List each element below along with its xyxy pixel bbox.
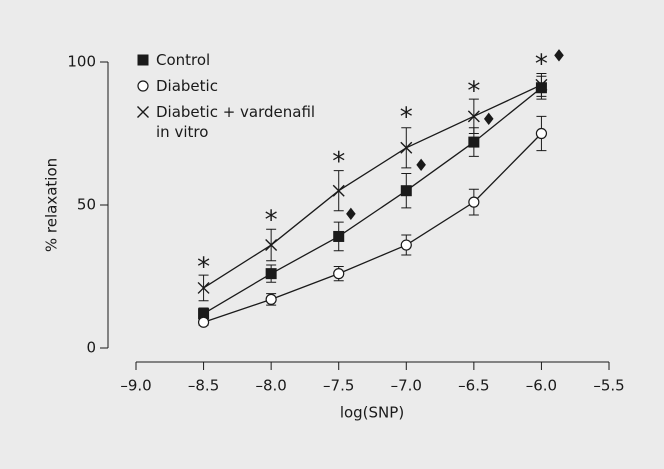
marker — [265, 293, 277, 305]
marker — [400, 185, 412, 197]
marker — [332, 184, 345, 197]
x-tick-label: –6.5 — [458, 377, 489, 395]
x-axis-label: log(SNP) — [340, 404, 404, 422]
marker — [535, 127, 548, 140]
legend-icon — [137, 54, 149, 66]
y-axis-label: % relaxation — [43, 158, 61, 252]
marker — [400, 141, 413, 154]
legend: Control Diabetic Diabetic + vardenafil in … — [136, 50, 328, 148]
series-line — [203, 87, 542, 315]
marker — [197, 281, 210, 294]
marker — [198, 308, 210, 320]
annotation: * — [332, 147, 345, 177]
marker — [137, 80, 149, 92]
series-line — [203, 133, 542, 323]
x-tick-label: –7.5 — [323, 377, 354, 395]
annotation: ♦ — [414, 156, 429, 176]
annotation: ♦ — [343, 205, 358, 225]
marker — [333, 230, 345, 242]
marker — [467, 110, 480, 123]
marker — [137, 54, 149, 66]
annotation: ♦ — [551, 46, 566, 66]
series-line — [203, 84, 542, 289]
x-tick-label: –5.5 — [593, 377, 624, 395]
y-tick-label: 100 — [67, 53, 96, 71]
marker — [137, 106, 149, 118]
x-tick-label: –8.5 — [188, 377, 219, 395]
marker — [333, 268, 345, 280]
legend-label: Control — [156, 51, 211, 69]
y-tick-label: 0 — [86, 339, 96, 357]
annotation: * — [535, 50, 548, 80]
annotation: * — [265, 206, 278, 236]
x-tick-label: –7.0 — [391, 377, 422, 395]
marker — [400, 239, 412, 251]
annotation: * — [467, 77, 480, 107]
marker — [197, 316, 210, 328]
legend-item: Diabetic + vardenafil in vitro — [136, 102, 328, 142]
marker — [468, 196, 480, 208]
marker — [265, 268, 277, 280]
annotation: ♦ — [481, 110, 496, 130]
marker — [535, 78, 548, 91]
annotation: * — [197, 253, 210, 283]
legend-label: Diabetic — [156, 77, 218, 95]
x-tick-label: –6.0 — [526, 377, 557, 395]
x-tick-label: –9.0 — [120, 377, 151, 395]
x-tick-label: –8.0 — [255, 377, 286, 395]
marker — [468, 136, 480, 148]
marker — [265, 239, 278, 252]
legend-label: Diabetic + vardenafil in vitro — [156, 103, 316, 141]
y-tick-label: 50 — [77, 196, 96, 214]
legend-icon — [137, 80, 149, 92]
legend-icon — [137, 106, 149, 118]
annotation: * — [400, 103, 413, 133]
legend-item: Diabetic — [136, 76, 328, 96]
legend-item: Control — [136, 50, 328, 70]
